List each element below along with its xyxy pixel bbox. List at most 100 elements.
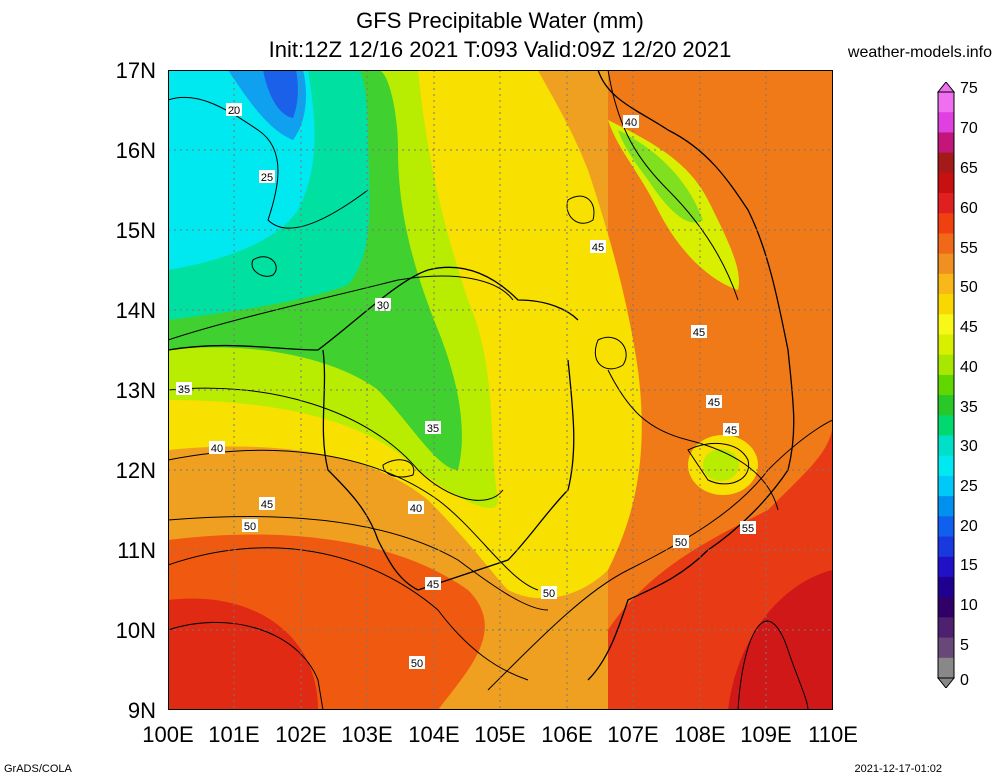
contour-line xyxy=(607,369,779,511)
lat-label: 15N xyxy=(115,218,156,243)
contour-label-text: 45 xyxy=(693,327,705,339)
lon-label: 105E xyxy=(474,722,526,747)
contour-label-text: 20 xyxy=(228,105,240,117)
contour-line xyxy=(566,195,595,224)
contour-label-text: 45 xyxy=(427,579,439,591)
contour-label-text: 40 xyxy=(410,503,422,515)
colorbar-frame xyxy=(937,91,955,679)
colorbar-label: 10 xyxy=(960,597,978,614)
lat-label: 17N xyxy=(115,58,156,83)
contour-line xyxy=(607,70,739,301)
colorbar-label: 0 xyxy=(960,672,969,689)
coast-east xyxy=(587,70,795,681)
map-subtitle: Init:12Z 12/16 2021 T:093 Valid:09Z 12/2… xyxy=(268,37,732,62)
contour-label-text: 30 xyxy=(377,300,389,312)
colorbar-swatch xyxy=(938,314,954,335)
lon-label: 103E xyxy=(341,722,393,747)
colorbar-swatch xyxy=(938,556,954,578)
contour-label: 45 xyxy=(259,497,275,511)
colorbar-label: 55 xyxy=(960,240,978,257)
colorbar xyxy=(936,82,956,688)
contour-label-text: 50 xyxy=(675,537,687,549)
contour-label-text: 50 xyxy=(543,588,555,600)
colorbar-swatch xyxy=(938,193,954,214)
lat-label: 16N xyxy=(115,138,156,163)
contour-label: 45 xyxy=(723,423,739,437)
lon-label: 106E xyxy=(541,722,593,747)
contour-label-text: 45 xyxy=(592,242,604,254)
contour-label: 50 xyxy=(673,535,689,549)
colorbar-swatch xyxy=(938,172,954,194)
lon-label: 104E xyxy=(408,722,460,747)
contour-label-text: 35 xyxy=(178,384,190,396)
colorbar-swatch xyxy=(938,273,954,295)
lat-label: 11N xyxy=(117,538,156,563)
lon-label: 108E xyxy=(674,722,726,747)
contour-label: 45 xyxy=(590,240,606,254)
colorbar-swatch xyxy=(938,435,954,457)
coastline xyxy=(168,70,795,681)
lon-label: 100E xyxy=(142,722,194,747)
colorbar-label: 70 xyxy=(960,120,978,137)
contour-line xyxy=(168,547,529,681)
border-west xyxy=(322,349,419,591)
contour-label: 55 xyxy=(740,521,756,535)
contour-label: 30 xyxy=(375,298,391,312)
contour-label: 50 xyxy=(242,519,258,533)
colorbar-label: 65 xyxy=(960,160,978,177)
colorbar-swatch xyxy=(938,496,954,517)
map-title: GFS Precipitable Water (mm) xyxy=(356,8,644,33)
colorbar-swatch xyxy=(938,213,954,234)
colorbar-label: 35 xyxy=(960,399,978,416)
colorbar-swatch xyxy=(938,455,954,477)
contour-label: 50 xyxy=(541,586,557,600)
field-sw-red xyxy=(168,598,318,710)
contour-line xyxy=(382,459,415,478)
colorbar-label: 75 xyxy=(960,80,978,97)
lon-label: 101E xyxy=(208,722,260,747)
colorbar-swatch xyxy=(938,253,954,275)
colorbar-swatch xyxy=(938,92,954,113)
colorbar-label: 25 xyxy=(960,478,978,495)
contour-lines xyxy=(168,70,833,710)
colorbar-swatch xyxy=(938,233,954,255)
footer-timestamp: 2021-12-17-01:02 xyxy=(854,763,942,775)
contour-line xyxy=(168,275,514,341)
colorbar-swatch xyxy=(938,637,954,659)
contour-line xyxy=(168,387,504,501)
contour-label-text: 45 xyxy=(725,425,737,437)
colorbar-swatch xyxy=(938,395,954,416)
contour-line xyxy=(594,336,627,370)
border-central xyxy=(417,359,575,591)
contour-label: 50 xyxy=(409,656,425,670)
colorbar-swatch xyxy=(938,597,954,618)
colorbar-swatch xyxy=(938,415,954,437)
colorbar-label: 45 xyxy=(960,319,978,336)
lat-label: 9N xyxy=(127,698,156,723)
colorbar-swatch xyxy=(938,536,954,558)
lon-label: 107E xyxy=(607,722,659,747)
contour-line xyxy=(168,515,549,611)
colorbar-swatch xyxy=(938,334,954,356)
map-plot: 20 25 30 35 35 40 40 40 45 45 45 45 45 4… xyxy=(168,70,833,710)
colorbar-label: 50 xyxy=(960,279,978,296)
contour-label-text: 50 xyxy=(244,521,256,533)
colorbar-swatch xyxy=(938,294,954,315)
lat-label: 14N xyxy=(115,298,156,323)
contour-label: 40 xyxy=(408,501,424,515)
colorbar-label: 15 xyxy=(960,557,978,574)
colorbar-label: 30 xyxy=(960,438,978,455)
colorbar-swatch xyxy=(938,657,954,679)
field-darkblue xyxy=(263,70,298,118)
contour-line xyxy=(687,442,750,485)
contour-label-text: 55 xyxy=(742,523,754,535)
colorbar-swatch xyxy=(938,152,954,174)
contour-label-text: 50 xyxy=(411,658,423,670)
contour-label: 40 xyxy=(209,441,225,455)
lon-label: 110E xyxy=(808,722,858,747)
field-ne-green xyxy=(618,130,703,223)
contour-label: 20 xyxy=(226,103,242,117)
colorbar-label: 40 xyxy=(960,359,978,376)
contour-line xyxy=(168,621,324,710)
map-frame xyxy=(168,70,833,710)
